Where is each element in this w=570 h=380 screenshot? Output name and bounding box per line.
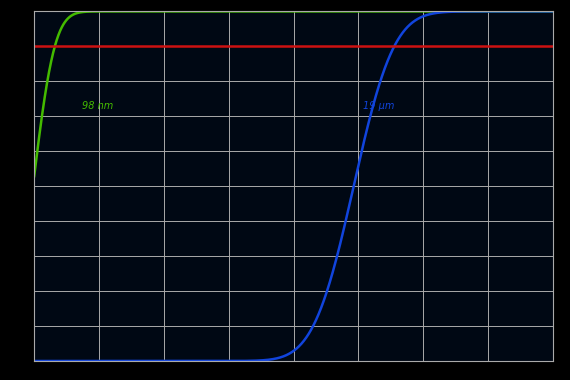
Text: 19 μm: 19 μm — [363, 101, 394, 111]
Text: 98 nm: 98 nm — [82, 101, 113, 111]
